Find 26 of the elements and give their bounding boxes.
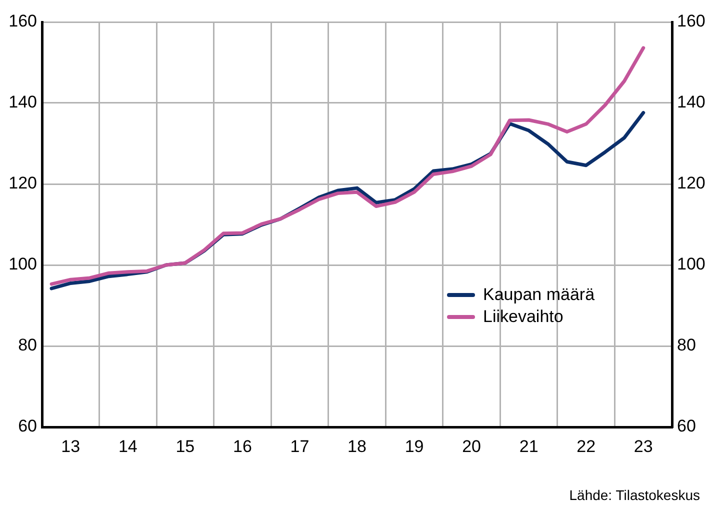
x-tick-label: 20 <box>462 436 482 456</box>
x-tick-label: 23 <box>634 436 653 456</box>
y-tick-label: 60 <box>18 416 37 436</box>
x-tick-label: 21 <box>519 436 538 456</box>
y2-tick-label: 120 <box>677 174 706 193</box>
x-tick-label: 15 <box>176 436 195 456</box>
y-tick-label: 160 <box>8 12 37 31</box>
legend-label: Liikevaihto <box>483 307 564 327</box>
y-tick-label: 80 <box>18 336 37 355</box>
legend-label: Kaupan määrä <box>483 285 595 305</box>
y2-tick-label: 160 <box>677 12 706 31</box>
text: Lähde: Tilastokeskus <box>569 487 700 503</box>
x-tick-label: 19 <box>404 436 424 456</box>
x-tick-label: 17 <box>290 436 310 456</box>
y-tick-label: 140 <box>8 92 37 112</box>
y2-tick-label: 80 <box>677 336 696 355</box>
y2-tick-label: 100 <box>677 254 706 274</box>
y2-tick-label: 60 <box>677 416 696 436</box>
y2-tick-label: 140 <box>677 92 706 112</box>
x-tick-label: 22 <box>576 436 596 456</box>
x-tick-label: 18 <box>348 436 366 456</box>
y-tick-label: 120 <box>8 174 37 193</box>
x-tick-label: 14 <box>118 436 138 456</box>
x-tick-label: 13 <box>61 436 80 456</box>
x-tick-label: 16 <box>232 436 252 456</box>
y-tick-label: 100 <box>8 254 37 274</box>
